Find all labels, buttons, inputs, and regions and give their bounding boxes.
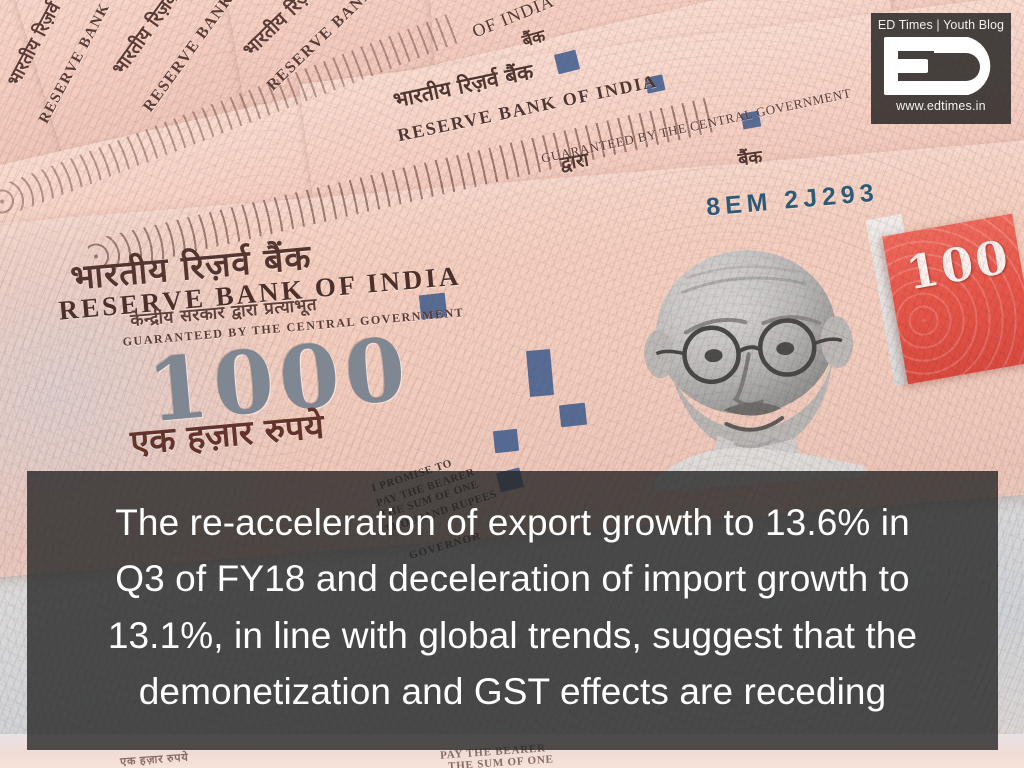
caption-line-1: The re-acceleration of export growth to … xyxy=(115,502,910,544)
caption-overlay: The re-acceleration of export growth to … xyxy=(27,471,998,750)
security-thread-patch xyxy=(558,402,588,428)
logo-website-url[interactable]: www.edtimes.in xyxy=(896,99,986,113)
security-thread-patch xyxy=(526,349,554,397)
ed-monogram-icon xyxy=(882,35,1000,97)
security-thread-patch xyxy=(740,110,762,130)
caption-line-4: demonetization and GST effects are reced… xyxy=(138,670,887,712)
caption-line-2: Q3 of FY18 and deceleration of import gr… xyxy=(115,558,910,600)
logo-tagline: ED Times | Youth Blog xyxy=(877,18,1005,32)
security-thread-patch xyxy=(418,292,448,320)
caption-line-3: 13.1%, in line with global trends, sugge… xyxy=(107,614,918,656)
security-thread-patch xyxy=(492,428,520,454)
edtimes-watermark-logo[interactable]: ED Times | Youth Blog www.edtimes.in xyxy=(871,13,1011,124)
